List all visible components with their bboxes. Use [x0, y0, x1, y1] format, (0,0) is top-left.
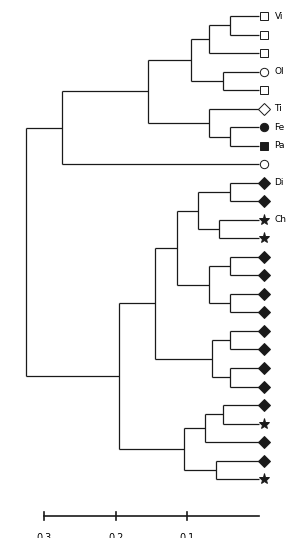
Text: 0.3: 0.3	[37, 533, 52, 538]
Text: Ol: Ol	[275, 67, 284, 76]
Text: Fe: Fe	[275, 123, 285, 132]
Text: Pa: Pa	[275, 141, 285, 150]
Text: Di: Di	[275, 178, 284, 187]
Text: 0.2: 0.2	[108, 533, 123, 538]
Text: Vi: Vi	[275, 12, 283, 20]
Text: Ti: Ti	[275, 104, 282, 114]
Text: 0.1: 0.1	[180, 533, 195, 538]
Text: Ch: Ch	[275, 215, 286, 224]
